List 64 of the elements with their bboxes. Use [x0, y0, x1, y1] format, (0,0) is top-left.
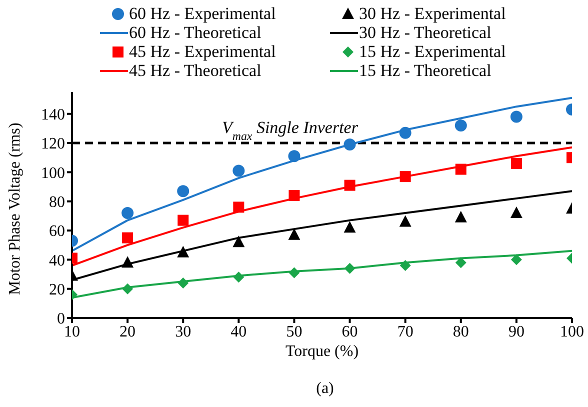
x-tick-label: 60	[342, 323, 358, 340]
point	[233, 272, 244, 283]
point	[510, 206, 522, 218]
legend-label: 15 Hz - Theoretical	[359, 60, 492, 80]
legend-label: 30 Hz - Experimental	[359, 4, 506, 24]
point	[455, 257, 466, 268]
x-tick-label: 100	[560, 323, 584, 340]
legend-label: 45 Hz - Experimental	[129, 42, 276, 62]
y-tick-label: 20	[49, 282, 65, 299]
x-tick-label: 30	[175, 323, 192, 340]
x-tick-label: 10	[64, 323, 80, 340]
y-tick-label: 140	[41, 106, 65, 124]
x-tick-label: 50	[286, 323, 302, 340]
point	[510, 158, 522, 169]
point	[455, 164, 466, 175]
legend-label: 45 Hz - Theoretical	[129, 60, 262, 80]
point	[233, 202, 244, 213]
point	[178, 214, 189, 226]
legend-label: 60 Hz - Experimental	[129, 4, 276, 24]
point	[122, 232, 134, 244]
point	[177, 246, 190, 258]
point	[344, 221, 356, 233]
legend-label: 15 Hz - Experimental	[359, 42, 506, 62]
y-axis-title: Motor Phase Voltage (rms)	[6, 122, 24, 295]
point	[344, 262, 356, 274]
x-tick-label: 20	[120, 323, 136, 340]
point	[232, 164, 245, 177]
y-tick-label: 120	[41, 136, 65, 153]
point	[399, 126, 412, 139]
legend-label: 30 Hz - Theoretical	[359, 22, 492, 42]
point	[454, 210, 467, 222]
point	[178, 278, 189, 289]
point	[400, 171, 411, 182]
x-axis-title: Torque (%)	[285, 343, 359, 360]
text: (a)	[315, 380, 335, 398]
point	[510, 110, 522, 123]
ref-line-label: V$_{max}$ Single Inverter	[222, 118, 358, 144]
point	[288, 267, 300, 278]
y-tick-label: 100	[41, 164, 65, 182]
point	[122, 256, 134, 268]
x-tick-label: 80	[452, 323, 469, 340]
point	[177, 185, 190, 198]
point	[400, 260, 411, 272]
y-tick-label: 40	[49, 252, 65, 270]
point	[344, 180, 356, 191]
point	[232, 236, 245, 248]
x-tick-label: 40	[230, 323, 247, 340]
y-tick-label: 60	[49, 223, 65, 240]
y-tick-label: 0	[57, 310, 65, 328]
point	[288, 228, 300, 240]
point	[454, 120, 467, 132]
x-tick-label: 70	[397, 323, 414, 340]
point	[122, 283, 134, 294]
y-tick-label: 80	[49, 194, 65, 212]
line-series	[72, 96, 572, 252]
x-tick-label: 90	[508, 323, 524, 340]
point	[510, 254, 522, 266]
point	[288, 190, 300, 202]
point	[288, 150, 300, 162]
point	[344, 138, 356, 150]
point	[399, 215, 412, 227]
legend-label: 60 Hz - Theoretical	[129, 22, 262, 42]
line-series	[72, 146, 572, 267]
point	[122, 207, 134, 220]
